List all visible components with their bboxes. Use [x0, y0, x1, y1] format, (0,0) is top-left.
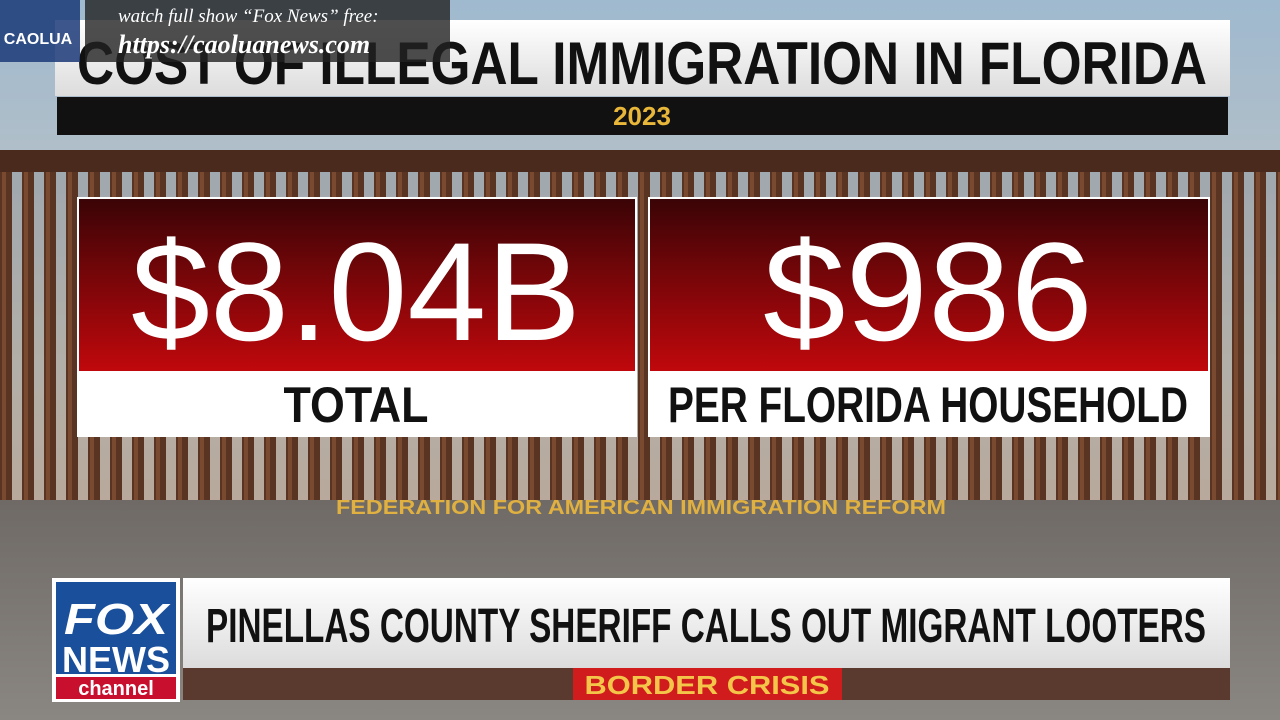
- tag: BORDER CRISIS: [585, 670, 830, 700]
- logo-red: [56, 677, 176, 699]
- headline: PINELLAS COUNTY SHERIFF CALLS OUT MIGRAN…: [206, 600, 1206, 653]
- logo-blue: [56, 582, 176, 674]
- stat-value: $986: [763, 213, 1093, 370]
- watermark-text: watch full show “Fox News” free:: [118, 6, 379, 27]
- year-bar: [57, 97, 1228, 135]
- stat-card: $986 PER FLORIDA HOUSEHOLD: [648, 197, 1210, 437]
- watermark-url: https://caoluanews.com: [118, 30, 370, 59]
- tag-box: [573, 668, 842, 700]
- headline-bar: [183, 578, 1230, 668]
- logo-text: NEWS: [62, 639, 170, 680]
- year: 2023: [613, 101, 671, 131]
- watermark-logo: [0, 0, 80, 62]
- stat-label: PER FLORIDA HOUSEHOLD: [668, 377, 1188, 433]
- stat-card: $8.04B TOTAL: [77, 197, 637, 437]
- watermark-logo-text: CAOLUA: [4, 31, 73, 48]
- logo-text: channel: [78, 678, 154, 700]
- stat-value: $8.04B: [131, 213, 581, 370]
- fence-top: [0, 150, 1280, 172]
- watermark-box: [85, 0, 450, 62]
- stat-label: TOTAL: [284, 377, 429, 433]
- logo-text: FOX: [64, 595, 171, 644]
- source: FEDERATION FOR AMERICAN IMMIGRATION REFO…: [336, 497, 946, 519]
